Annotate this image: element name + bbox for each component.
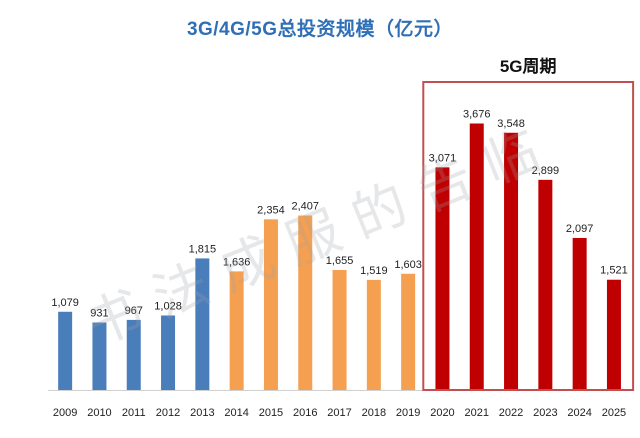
value-label-2011: 967 <box>125 305 143 317</box>
value-label-2021: 3,676 <box>463 108 491 120</box>
bar-2013 <box>195 258 210 390</box>
bar-2009 <box>58 311 73 390</box>
bar-2020 <box>435 167 450 390</box>
bar-2019 <box>401 273 416 390</box>
value-label-2022: 3,548 <box>497 118 525 130</box>
value-label-2014: 1,636 <box>223 256 251 268</box>
bar-2018 <box>366 279 381 390</box>
x-tick-2012: 2012 <box>156 407 180 419</box>
value-label-2015: 2,354 <box>257 204 285 216</box>
bar-2023 <box>538 179 553 390</box>
x-tick-2023: 2023 <box>533 407 557 419</box>
value-label-2018: 1,519 <box>360 265 388 277</box>
value-label-2009: 1,079 <box>51 297 79 309</box>
value-label-2025: 1,521 <box>600 265 628 277</box>
x-tick-2010: 2010 <box>87 407 111 419</box>
value-label-2017: 1,655 <box>326 255 354 267</box>
bar-2010 <box>92 322 107 390</box>
bar-2021 <box>469 123 484 391</box>
x-tick-labels-group: 2009 2010 2011 2012 2013 2014 2015 2016 2017 2018… <box>53 407 626 419</box>
5g-period-box <box>422 81 635 391</box>
value-labels-group: 1,079 931 967 1,028 1,815 1,636 2,354 2,407 1,65… <box>51 108 627 319</box>
x-tick-2024: 2024 <box>567 407 591 419</box>
x-tick-2017: 2017 <box>327 407 351 419</box>
x-tick-2025: 2025 <box>602 407 626 419</box>
x-tick-2022: 2022 <box>499 407 523 419</box>
value-label-2010: 931 <box>90 308 108 320</box>
bar-2022 <box>504 132 519 390</box>
x-tick-2011: 2011 <box>122 407 146 419</box>
bar-2015 <box>263 219 278 390</box>
x-tick-2016: 2016 <box>293 407 317 419</box>
value-label-2023: 2,899 <box>532 165 560 177</box>
value-label-2013: 1,815 <box>189 243 217 255</box>
bars-group <box>58 123 621 391</box>
5g-period-label: 5G周期 <box>500 57 557 76</box>
bar-2025 <box>606 279 621 390</box>
bar-2014 <box>229 271 244 390</box>
bar-2024 <box>572 237 587 390</box>
x-tick-2009: 2009 <box>53 407 77 419</box>
x-tick-2021: 2021 <box>465 407 489 419</box>
x-tick-2015: 2015 <box>259 407 283 419</box>
value-label-2012: 1,028 <box>154 300 182 312</box>
bar-2012 <box>161 315 176 390</box>
value-label-2020: 3,071 <box>429 152 457 164</box>
x-tick-2013: 2013 <box>190 407 214 419</box>
x-tick-2020: 2020 <box>430 407 454 419</box>
bar-2016 <box>298 215 313 390</box>
value-label-2024: 2,097 <box>566 223 594 235</box>
value-label-2016: 2,407 <box>291 200 319 212</box>
x-tick-2019: 2019 <box>396 407 420 419</box>
x-tick-2018: 2018 <box>362 407 386 419</box>
x-tick-2014: 2014 <box>224 407 248 419</box>
bar-2011 <box>126 319 141 390</box>
value-label-2019: 1,603 <box>394 259 422 271</box>
bar-2017 <box>332 270 347 390</box>
chart-title: 3G/4G/5G总投资规模（亿元） <box>186 19 454 40</box>
